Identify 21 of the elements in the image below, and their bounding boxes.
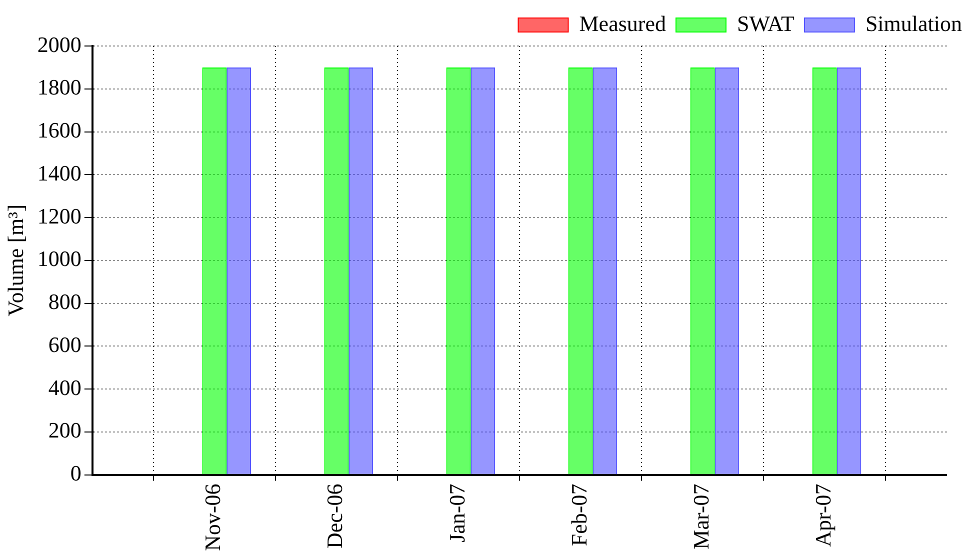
x-tick-label: Nov-06 [200,484,226,552]
x-tick-label: Dec-06 [322,484,348,549]
y-tick-label: 400 [48,374,82,400]
x-tick-label: Apr-07 [810,484,836,547]
y-tick-label: 1600 [37,118,82,143]
y-tick-label: 0 [70,460,82,486]
y-tick-label: 600 [48,332,82,357]
y-tick-label: 800 [48,289,82,314]
y-tick-label: 1800 [37,74,82,100]
y-tick-label: 1200 [37,203,82,228]
x-tick-label: Feb-07 [566,484,592,546]
x-tick-label: Mar-07 [688,484,714,550]
legend-label: Simulation [865,10,962,36]
legend-label: Measured [579,10,666,36]
y-tick-label: 200 [48,418,82,443]
x-tick-label: Jan-07 [444,484,470,542]
y-tick-label: 2000 [37,32,82,57]
y-tick-label: 1400 [37,160,82,186]
legend-label: SWAT [736,10,795,36]
y-tick-label: 1000 [37,246,82,272]
y-axis-title: Volume [m³] [2,204,28,316]
